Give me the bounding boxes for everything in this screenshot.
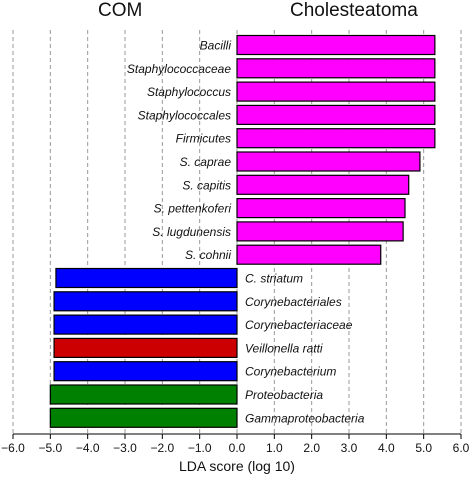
bar [236,244,382,265]
bar [49,384,238,405]
bar [236,34,436,56]
bar-label: Firmicutes [176,132,231,146]
bar-label: Staphylococcales [138,108,231,122]
bar [236,174,410,195]
x-tick-label: 4.0 [378,441,395,455]
bar-label: Corynebacteriaceae [245,318,353,332]
group-title-cholesteatoma: Cholesteatoma [290,0,418,21]
bar [236,198,406,219]
x-tick-label: −2.0 [150,441,174,455]
bar-label: Veillonella ratti [245,341,323,355]
bar-label: Staphylococcus [147,85,231,99]
x-tick-label: −1.0 [188,441,212,455]
bar [236,151,421,172]
x-tick-label: 2.0 [303,441,320,455]
bar-label: Gammaproteobacteria [245,411,365,425]
x-tick-label: −4.0 [76,441,100,455]
x-tick-label: 1.0 [266,441,283,455]
x-tick-label: −5.0 [38,441,62,455]
bar [53,337,238,358]
x-tick-label: 5.0 [415,441,432,455]
bar-label: Staphylococcaceae [127,62,231,76]
bar [53,361,238,382]
bar-label: C. striatum [245,272,303,286]
x-tick-label: 3.0 [341,441,358,455]
bar [55,267,238,289]
bar-label: Bacilli [200,39,232,53]
x-tick-label: 0.0 [229,441,246,455]
bar [236,58,436,79]
bar-label: S. pettenkoferi [154,202,232,216]
bar-labels: Bacilli Staphylococcaceae Staphylococcus St… [127,39,365,426]
bar [49,407,238,428]
x-tick-label: 6.0 [453,441,470,455]
bar-label: Proteobacteria [245,388,323,402]
x-axis: −6.0 −5.0 −4.0 −3.0 −2.0 −1.0 0.0 1.0 2.0 3.0 4.0 5… [1,433,470,455]
bar-label: S. cohnii [185,248,231,262]
x-tick-label: −6.0 [1,441,25,455]
bar [236,128,436,149]
bar [53,314,238,335]
bar-label: S. caprae [180,155,232,169]
bar [236,81,436,102]
bars [49,34,436,428]
x-axis-label: LDA score (log 10) [179,458,295,474]
bar-label: S. lugdunensis [152,225,231,239]
bar [236,221,404,242]
bar-label: Corynebacteriales [245,295,342,309]
bar [53,291,238,312]
bar-label: S. capitis [182,178,231,192]
bar-label: Corynebacterium [245,365,336,379]
bar [236,104,436,126]
x-tick-label: −3.0 [113,441,137,455]
group-title-com: COM [98,0,143,21]
